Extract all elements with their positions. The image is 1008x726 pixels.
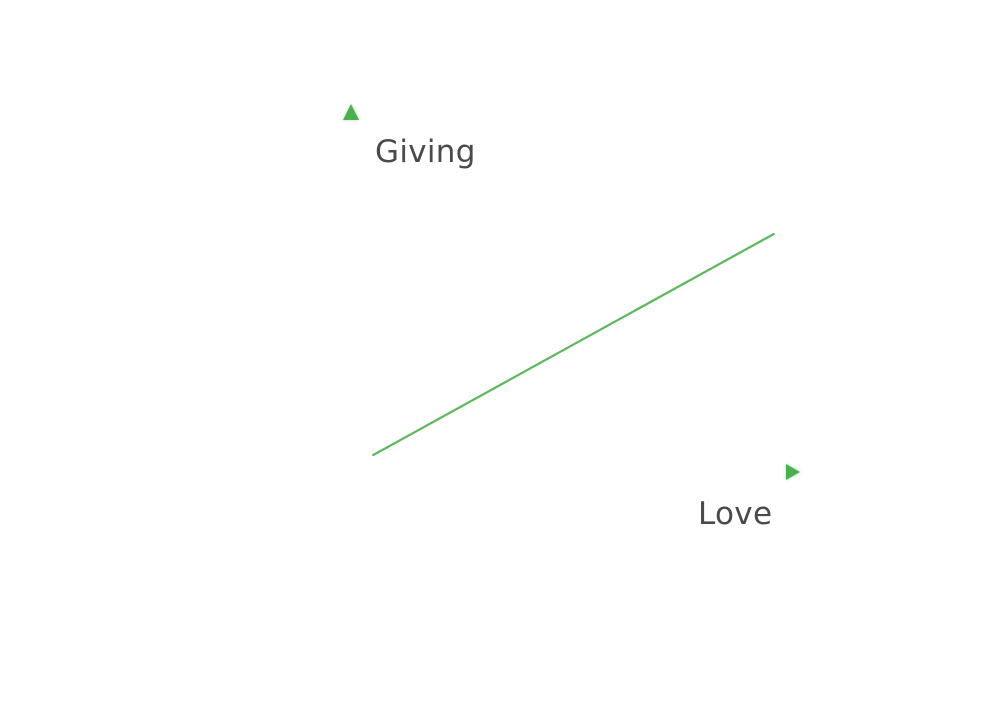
series-line-0 bbox=[372, 232, 775, 457]
x-axis-label: Love bbox=[698, 496, 773, 532]
series-layer bbox=[372, 232, 775, 457]
x-axis-arrowhead bbox=[786, 464, 800, 480]
y-axis-arrowhead bbox=[343, 104, 359, 120]
y-axis-label: Giving bbox=[375, 134, 476, 170]
